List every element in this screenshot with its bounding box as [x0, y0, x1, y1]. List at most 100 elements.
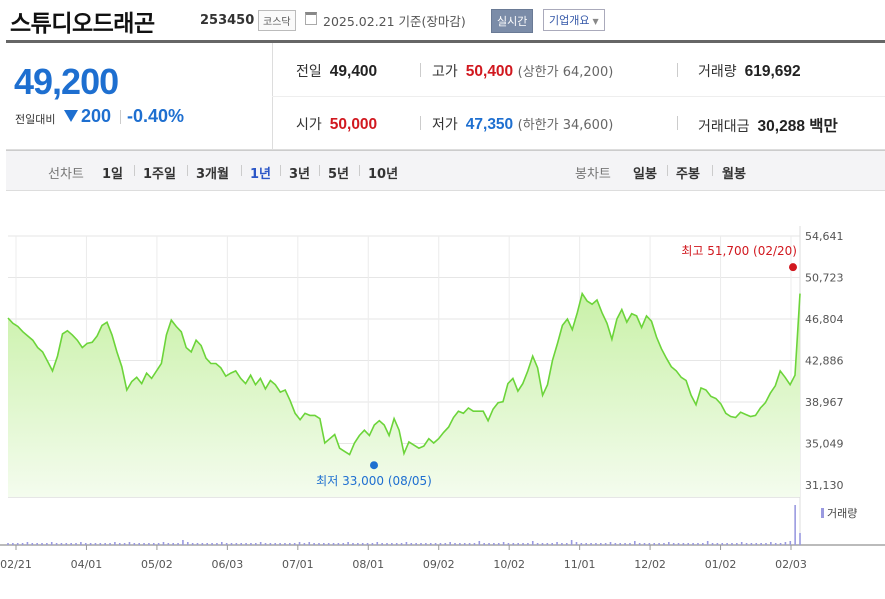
period-3y[interactable]: 3년	[289, 167, 311, 182]
y-axis: 54,641 50,723 46,804 42,886 38,967 35,049 31,1…	[805, 230, 844, 492]
volume-bar	[201, 543, 204, 545]
period-1w[interactable]: 1주일	[143, 167, 176, 182]
candle-weekly[interactable]: 주봉	[676, 167, 700, 182]
base-date: 2025.02.21 기준(장마감)	[323, 14, 466, 29]
volume-bar	[133, 543, 136, 545]
volume-bar	[522, 543, 524, 545]
volume-cell: 거래량 619,692	[698, 61, 801, 81]
volume-bar	[342, 543, 345, 545]
volume-bar	[284, 543, 286, 545]
volume-bar	[512, 543, 515, 545]
volume-bar	[41, 543, 43, 545]
period-5y[interactable]: 5년	[328, 167, 350, 182]
price-chart[interactable]: 54,641 50,723 46,804 42,886 38,967 35,049 31,1…	[0, 190, 885, 599]
volume-bar	[7, 543, 9, 545]
volume-bar	[779, 543, 782, 545]
volume-bar	[536, 543, 539, 545]
volume-bar	[274, 543, 277, 545]
volume-bar	[177, 543, 179, 545]
volume-bar	[556, 542, 558, 545]
stock-name: 스튜디오드래곤	[10, 11, 155, 37]
volume-bar	[376, 542, 379, 545]
volume-bar	[395, 543, 398, 545]
volume-bar	[614, 543, 617, 545]
volume-bar	[152, 543, 155, 545]
volume-bar	[488, 543, 490, 545]
volume-bar	[405, 542, 408, 545]
x-tick-label: 02/03	[775, 558, 807, 571]
volume-bar	[770, 542, 772, 545]
volume-bar	[755, 543, 758, 545]
volume-bar	[425, 543, 427, 545]
change-label: 전일대비	[15, 113, 56, 126]
x-tick-label: 05/02	[141, 558, 173, 571]
volume-bar	[128, 542, 131, 545]
volume-bar	[463, 543, 466, 545]
period-10y[interactable]: 10년	[368, 167, 399, 182]
volume-bar	[361, 543, 364, 545]
x-tick-label: 04/01	[71, 558, 103, 571]
volume-bar	[638, 543, 641, 545]
period-1y[interactable]: 1년	[250, 167, 272, 182]
period-divider	[280, 165, 281, 176]
volume-bar	[220, 542, 223, 545]
company-info-button[interactable]: 기업개요 ▼	[543, 9, 605, 31]
volume-bar	[439, 543, 442, 545]
down-arrow-icon	[64, 110, 78, 122]
volume-bar	[565, 543, 568, 545]
cell-divider	[420, 63, 421, 77]
candle-monthly[interactable]: 월봉	[722, 167, 746, 182]
summary-row-1: 전일 49,400 고가 50,400 (상한가 64,200) 거래량 619,69…	[272, 43, 885, 97]
volume-bar	[318, 543, 320, 545]
volume-bar	[468, 543, 471, 545]
period-3m[interactable]: 3개월	[196, 167, 229, 182]
change-value: 200	[81, 106, 112, 126]
volume-bar	[653, 543, 656, 545]
volume-bar	[259, 542, 262, 545]
volume-bar	[658, 543, 660, 545]
candle-daily[interactable]: 일봉	[633, 167, 657, 182]
volume-bar	[26, 542, 29, 545]
volume-bar	[716, 543, 719, 545]
y-tick-label: 31,130	[805, 479, 844, 492]
volume-bar	[332, 543, 335, 545]
upper-limit: (상한가 64,200)	[517, 65, 614, 80]
volume-bar	[303, 543, 306, 545]
volume-bar	[167, 543, 170, 545]
volume-bar	[677, 543, 680, 545]
volume-bar	[191, 543, 194, 545]
volume-bar	[250, 543, 252, 545]
volume-bar	[721, 543, 724, 545]
volume-bar	[672, 543, 675, 545]
volume-bar	[157, 543, 160, 545]
period-1d[interactable]: 1일	[102, 167, 124, 182]
volume-bar	[429, 543, 432, 545]
volume-bar	[687, 543, 690, 545]
volume-bar	[663, 543, 665, 545]
volume-bar	[493, 543, 495, 545]
lower-limit: (하한가 34,600)	[517, 118, 614, 133]
volume-bar	[624, 543, 626, 545]
volume-bar	[337, 543, 340, 545]
cell-divider	[677, 116, 678, 130]
x-tick-label: 11/01	[564, 558, 596, 571]
volume-bar	[60, 543, 63, 545]
volume-bar	[46, 543, 48, 545]
chevron-down-icon: ▼	[592, 17, 599, 26]
volume-bar	[527, 543, 529, 545]
volume-bar	[561, 543, 563, 545]
volume-bar	[750, 543, 753, 545]
trade-value: 30,288 백만	[757, 118, 838, 135]
realtime-button[interactable]: 실시간	[491, 9, 534, 33]
price-summary: 49,200 전일대비 200 -0.40% 전일 49,400 고가 50,400…	[6, 43, 885, 150]
volume-value: 619,692	[744, 63, 801, 80]
volume-bar	[255, 543, 257, 545]
volume-bar	[774, 543, 777, 545]
volume-legend: 거래량	[827, 507, 857, 520]
volume-bar	[473, 543, 476, 545]
volume-bar	[648, 543, 651, 545]
cell-divider	[420, 116, 421, 130]
open-cell: 시가 50,000	[296, 114, 377, 134]
open-value: 50,000	[329, 116, 378, 133]
volume-bar	[104, 543, 106, 545]
